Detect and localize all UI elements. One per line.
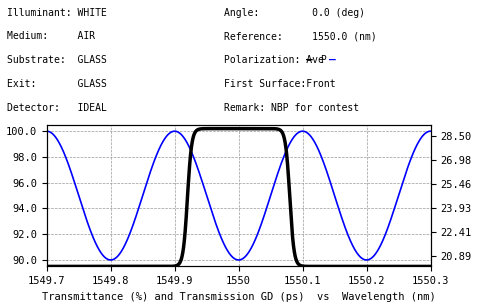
Text: Illuminant: WHITE: Illuminant: WHITE: [7, 8, 107, 18]
Text: Angle:         0.0 (deg): Angle: 0.0 (deg): [224, 8, 365, 18]
Text: Medium:     AIR: Medium: AIR: [7, 31, 95, 41]
Text: —: —: [329, 55, 336, 65]
Text: P: P: [320, 55, 326, 65]
Text: —: —: [306, 55, 313, 65]
Text: Exit:       GLASS: Exit: GLASS: [7, 79, 107, 89]
X-axis label: Transmittance (%) and Transmission GD (ps)  vs  Wavelength (nm): Transmittance (%) and Transmission GD (p…: [42, 292, 435, 302]
Text: Reference:     1550.0 (nm): Reference: 1550.0 (nm): [224, 31, 376, 41]
Text: First Surface:Front: First Surface:Front: [224, 79, 336, 89]
Text: Detector:   IDEAL: Detector: IDEAL: [7, 103, 107, 112]
Text: Remark: NBP for contest: Remark: NBP for contest: [224, 103, 359, 112]
Text: Substrate:  GLASS: Substrate: GLASS: [7, 55, 107, 65]
Text: Polarization: Ave: Polarization: Ave: [224, 55, 324, 65]
